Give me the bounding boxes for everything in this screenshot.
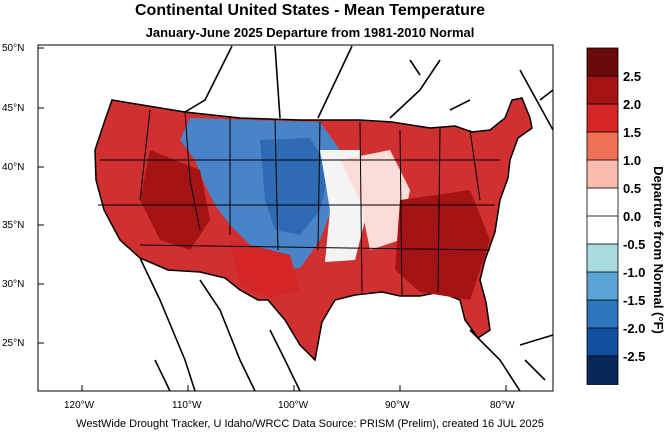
chart-subtitle: January-June 2025 Departure from 1981-20… xyxy=(145,25,475,40)
lon-110-label: 110°W xyxy=(172,400,202,411)
legend-tick-label: -1.5 xyxy=(623,293,645,308)
legend-tick-label: -1.0 xyxy=(623,265,645,280)
legend-colorbar xyxy=(586,47,619,385)
legend-swatch xyxy=(586,243,619,273)
state-borders xyxy=(98,109,500,297)
legend-swatch xyxy=(586,327,619,357)
legend-swatch xyxy=(586,187,619,217)
legend-tick-label: 1.0 xyxy=(623,153,641,168)
lat-45-label: 45°N xyxy=(2,103,24,114)
lat-30-label: 30°N xyxy=(2,279,24,290)
legend-swatch xyxy=(586,355,619,385)
legend-swatch xyxy=(586,75,619,105)
lat-40-label: 40°N xyxy=(2,162,24,173)
lon-labels: 120°W 110°W 100°W 90°W 80°W xyxy=(64,400,515,411)
lon-100-label: 100°W xyxy=(278,400,309,411)
legend-tick-label: 2.0 xyxy=(623,97,641,112)
lat-35-label: 35°N xyxy=(2,220,24,231)
legend-swatch xyxy=(586,159,619,189)
chart-title: Continental United States - Mean Tempera… xyxy=(135,2,485,19)
legend-tick-labels: 2.5 2.0 1.5 1.0 0.5 0.0 -0.5 -1.0 -1.5 -2.0 -2.5 xyxy=(623,69,645,364)
lat-50-label: 50°N xyxy=(2,43,24,54)
legend-tick-label: 0.5 xyxy=(623,181,641,196)
borders-context xyxy=(139,45,554,392)
legend-title: Departure from Normal (°F) xyxy=(651,166,666,334)
lon-90-label: 90°W xyxy=(385,400,410,411)
lat-labels: 50°N 45°N 40°N 35°N 30°N 25°N xyxy=(2,43,24,349)
lon-ticks xyxy=(81,385,507,391)
legend-swatch xyxy=(586,103,619,133)
legend-swatch xyxy=(586,299,619,329)
legend-tick-label: 2.5 xyxy=(623,69,641,84)
lon-80-label: 80°W xyxy=(490,400,515,411)
credit-line: WestWide Drought Tracker, U Idaho/WRCC D… xyxy=(76,418,544,430)
legend-tick-label: -2.0 xyxy=(623,321,645,336)
lat-25-label: 25°N xyxy=(2,338,24,349)
usa-landmass xyxy=(94,97,533,362)
legend-tick-label: -0.5 xyxy=(623,237,645,252)
lat-ticks xyxy=(38,47,44,344)
legend-swatch xyxy=(586,215,619,245)
legend-tick-label: 0.0 xyxy=(623,209,641,224)
legend-swatch xyxy=(586,271,619,301)
legend-tick-label: -2.5 xyxy=(623,349,645,364)
lon-120-label: 120°W xyxy=(64,400,95,411)
legend-swatch xyxy=(586,47,619,77)
legend-swatch xyxy=(586,131,619,161)
legend-tick-label: 1.5 xyxy=(623,125,641,140)
